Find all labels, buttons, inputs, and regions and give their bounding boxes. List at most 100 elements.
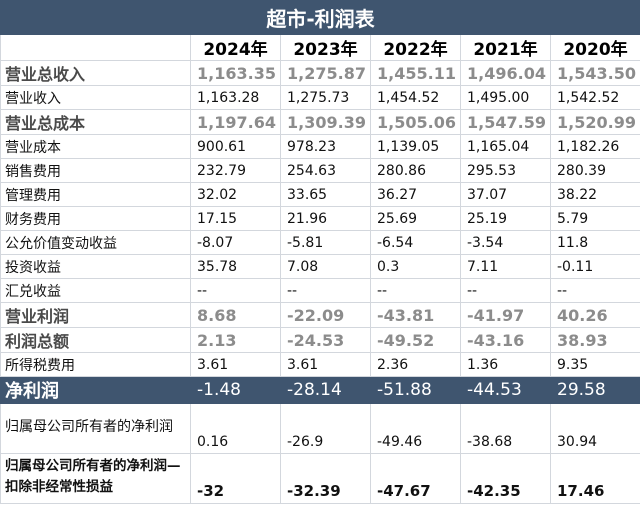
row-label: 归属母公司所有者的净利润 — [0, 403, 191, 454]
row-label: 归属母公司所有者的净利润—扣除非经常性损益 — [0, 453, 191, 504]
table-row: 投资收益 35.78 7.08 0.3 7.11 -0.11 — [0, 254, 640, 279]
value-cell: 3.61 — [280, 352, 371, 377]
value-cell: -8.07 — [190, 230, 281, 255]
table-row: 公允价值变动收益 -8.07 -5.81 -6.54 -3.54 11.8 — [0, 230, 640, 255]
value-cell: 1,275.73 — [280, 85, 371, 110]
value-cell: 38.93 — [550, 327, 640, 353]
value-cell: 254.63 — [280, 158, 371, 183]
row-label: 投资收益 — [0, 254, 191, 279]
value-cell: -43.16 — [460, 327, 551, 353]
value-cell: -38.68 — [460, 403, 551, 454]
table-row: 营业总成本 1,197.64 1,309.39 1,505.06 1,547.5… — [0, 109, 640, 135]
value-cell: 5.79 — [550, 206, 640, 231]
row-label: 营业利润 — [0, 302, 191, 328]
value-cell: -26.9 — [280, 403, 371, 454]
value-cell: 978.23 — [280, 134, 371, 159]
value-cell: -- — [460, 278, 551, 303]
value-cell: 11.8 — [550, 230, 640, 255]
income-statement-table: 超市-利润表 2024年 2023年 2022年 2021年 2020年 营业总… — [0, 0, 640, 504]
table-row: 所得税费用 3.61 3.61 2.36 1.36 9.35 — [0, 352, 640, 377]
value-cell: 1,165.04 — [460, 134, 551, 159]
row-label: 净利润 — [0, 376, 191, 404]
value-cell: 29.58 — [550, 376, 640, 404]
value-cell: 17.15 — [190, 206, 281, 231]
value-cell: 3.61 — [190, 352, 281, 377]
value-cell: 2.13 — [190, 327, 281, 353]
value-cell: -0.11 — [550, 254, 640, 279]
table-row: 销售费用 232.79 254.63 280.86 295.53 280.39 — [0, 158, 640, 183]
value-cell: -6.54 — [370, 230, 461, 255]
value-cell: 30.94 — [550, 403, 640, 454]
value-cell: 7.11 — [460, 254, 551, 279]
row-label: 所得税费用 — [0, 352, 191, 377]
row-label: 利润总额 — [0, 327, 191, 353]
value-cell: 32.02 — [190, 182, 281, 207]
value-cell: 232.79 — [190, 158, 281, 183]
value-cell: 0.16 — [190, 403, 281, 454]
value-cell: 1,454.52 — [370, 85, 461, 110]
value-cell: 295.53 — [460, 158, 551, 183]
year-header: 2024年 — [190, 34, 281, 61]
row-label: 财务费用 — [0, 206, 191, 231]
value-cell: -5.81 — [280, 230, 371, 255]
value-cell: 17.46 — [550, 453, 640, 504]
value-cell: -44.53 — [460, 376, 551, 404]
value-cell: 1,455.11 — [370, 60, 461, 86]
row-label: 公允价值变动收益 — [0, 230, 191, 255]
table-row: 财务费用 17.15 21.96 25.69 25.19 5.79 — [0, 206, 640, 231]
value-cell: 0.3 — [370, 254, 461, 279]
table-row: 归属母公司所有者的净利润 0.16 -26.9 -49.46 -38.68 30… — [0, 403, 640, 454]
row-label: 汇兑收益 — [0, 278, 191, 303]
value-cell: -24.53 — [280, 327, 371, 353]
value-cell: 1,542.52 — [550, 85, 640, 110]
table-row: 归属母公司所有者的净利润—扣除非经常性损益 -32 -32.39 -47.67 … — [0, 453, 640, 504]
value-cell: -- — [370, 278, 461, 303]
net-profit-row: 净利润 -1.48 -28.14 -51.88 -44.53 29.58 — [0, 376, 640, 404]
value-cell: 21.96 — [280, 206, 371, 231]
value-cell: -22.09 — [280, 302, 371, 328]
table-row: 利润总额 2.13 -24.53 -49.52 -43.16 38.93 — [0, 327, 640, 353]
value-cell: 280.39 — [550, 158, 640, 183]
value-cell: 8.68 — [190, 302, 281, 328]
year-header: 2023年 — [280, 34, 371, 61]
value-cell: 1,520.99 — [550, 109, 640, 135]
value-cell: 1,275.87 — [280, 60, 371, 86]
row-label: 销售费用 — [0, 158, 191, 183]
value-cell: -42.35 — [460, 453, 551, 504]
value-cell: 1,163.28 — [190, 85, 281, 110]
title-row: 超市-利润表 — [0, 0, 640, 35]
value-cell: -51.88 — [370, 376, 461, 404]
value-cell: 35.78 — [190, 254, 281, 279]
value-cell: 900.61 — [190, 134, 281, 159]
value-cell: -1.48 — [190, 376, 281, 404]
value-cell: -41.97 — [460, 302, 551, 328]
year-header: 2021年 — [460, 34, 551, 61]
value-cell: 25.69 — [370, 206, 461, 231]
table-row: 汇兑收益 -- -- -- -- -- — [0, 278, 640, 303]
value-cell: -43.81 — [370, 302, 461, 328]
value-cell: 2.36 — [370, 352, 461, 377]
value-cell: 1,547.59 — [460, 109, 551, 135]
value-cell: -32 — [190, 453, 281, 504]
value-cell: -- — [190, 278, 281, 303]
value-cell: -28.14 — [280, 376, 371, 404]
corner-cell — [0, 34, 191, 61]
sheet-title: 超市-利润表 — [0, 0, 640, 35]
value-cell: 1.36 — [460, 352, 551, 377]
year-header-row: 2024年 2023年 2022年 2021年 2020年 — [0, 34, 640, 61]
value-cell: 280.86 — [370, 158, 461, 183]
row-label: 营业成本 — [0, 134, 191, 159]
value-cell: 40.26 — [550, 302, 640, 328]
value-cell: -49.52 — [370, 327, 461, 353]
value-cell: -- — [280, 278, 371, 303]
value-cell: -49.46 — [370, 403, 461, 454]
value-cell: 37.07 — [460, 182, 551, 207]
value-cell: 1,182.26 — [550, 134, 640, 159]
value-cell: -- — [550, 278, 640, 303]
value-cell: 1,505.06 — [370, 109, 461, 135]
year-header: 2020年 — [550, 34, 640, 61]
value-cell: 1,543.50 — [550, 60, 640, 86]
value-cell: 33.65 — [280, 182, 371, 207]
value-cell: -3.54 — [460, 230, 551, 255]
